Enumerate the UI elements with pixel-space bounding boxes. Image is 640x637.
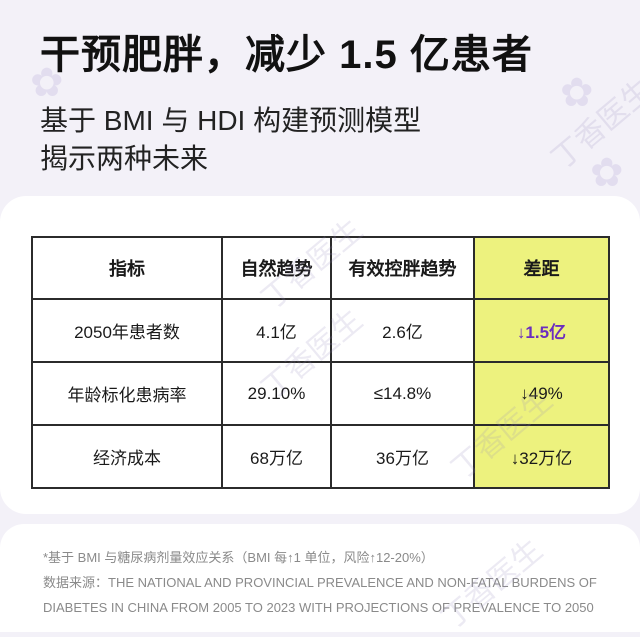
gap-value: ↓49% xyxy=(473,361,610,426)
subtitle-line-1: 基于 BMI 与 HDI 构建预测模型 xyxy=(40,105,422,136)
natural-value: 4.1亿 xyxy=(221,298,332,363)
controlled-value: ≤14.8% xyxy=(330,361,475,426)
page-title: 干预肥胖，减少 1.5 亿患者 xyxy=(40,33,533,77)
column-header-natural: 自然趋势 xyxy=(221,236,332,300)
data-source: 数据来源：THE NATIONAL AND PROVINCIAL PREVALE… xyxy=(43,575,597,615)
natural-value: 68万亿 xyxy=(221,424,332,489)
row-label: 经济成本 xyxy=(31,424,223,489)
row-label: 2050年患者数 xyxy=(31,298,223,363)
column-header-gap: 差距 xyxy=(473,236,610,300)
gap-value: ↓1.5亿 xyxy=(473,298,610,363)
gap-value: ↓32万亿 xyxy=(473,424,610,489)
natural-value: 29.10% xyxy=(221,361,332,426)
column-header-controlled: 有效控胖趋势 xyxy=(330,236,475,300)
controlled-value: 36万亿 xyxy=(330,424,475,489)
row-label: 年龄标化患病率 xyxy=(31,361,223,426)
comparison-table: 指标 自然趋势 有效控胖趋势 差距 2050年患者数 4.1亿 2.6亿 ↓1.… xyxy=(31,236,610,489)
footer xyxy=(0,524,640,632)
page-subtitle: 基于 BMI 与 HDI 构建预测模型 揭示两种未来 xyxy=(40,102,600,178)
header: 干预肥胖，减少 1.5 亿患者 基于 BMI 与 HDI 构建预测模型 揭示两种… xyxy=(0,0,640,200)
table-row: 2050年患者数 4.1亿 2.6亿 ↓1.5亿 xyxy=(31,298,610,363)
table-header-row: 指标 自然趋势 有效控胖趋势 差距 xyxy=(31,236,610,300)
table-row: 经济成本 68万亿 36万亿 ↓32万亿 xyxy=(31,424,610,489)
column-header-indicator: 指标 xyxy=(31,236,223,300)
footnote: *基于 BMI 与糖尿病剂量效应关系（BMI 每↑1 单位，风险↑12-20%）… xyxy=(43,545,623,620)
dose-effect-note: *基于 BMI 与糖尿病剂量效应关系（BMI 每↑1 单位，风险↑12-20%） xyxy=(43,550,434,565)
controlled-value: 2.6亿 xyxy=(330,298,475,363)
table-row: 年龄标化患病率 29.10% ≤14.8% ↓49% xyxy=(31,361,610,426)
subtitle-line-2: 揭示两种未来 xyxy=(40,143,209,174)
